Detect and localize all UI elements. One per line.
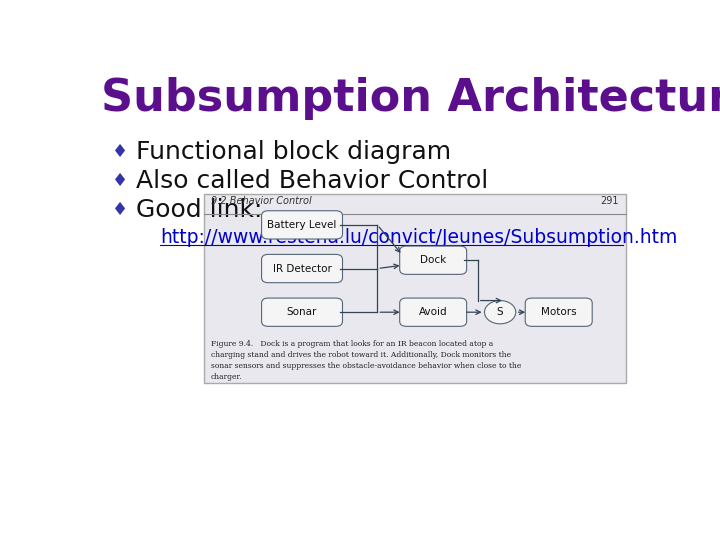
Text: Functional block diagram: Functional block diagram [136, 140, 451, 164]
Text: Battery Level: Battery Level [267, 220, 337, 230]
Text: http://www.restena.lu/convict/Jeunes/Subsumption.htm: http://www.restena.lu/convict/Jeunes/Sub… [160, 228, 677, 247]
FancyBboxPatch shape [526, 298, 592, 326]
FancyBboxPatch shape [204, 194, 626, 383]
Text: 291: 291 [600, 196, 619, 206]
Text: Figure 9.4.   Dock is a program that looks for an IR beacon located atop a
charg: Figure 9.4. Dock is a program that looks… [211, 340, 521, 381]
FancyBboxPatch shape [261, 254, 343, 282]
Text: IR Detector: IR Detector [273, 264, 331, 274]
Text: 9.2 Behavior Control: 9.2 Behavior Control [211, 196, 312, 206]
FancyBboxPatch shape [400, 298, 467, 326]
Text: Good link:: Good link: [136, 198, 262, 222]
Text: ♦: ♦ [112, 172, 128, 190]
Circle shape [485, 301, 516, 324]
Text: ♦: ♦ [112, 201, 128, 219]
Text: Subsumption Architecture diagram: Subsumption Architecture diagram [101, 77, 720, 120]
Text: Motors: Motors [541, 307, 577, 317]
FancyBboxPatch shape [400, 246, 467, 274]
FancyBboxPatch shape [261, 211, 343, 239]
Text: Dock: Dock [420, 255, 446, 265]
Text: S: S [497, 307, 503, 317]
FancyBboxPatch shape [261, 298, 343, 326]
Text: Sonar: Sonar [287, 307, 318, 317]
Text: Also called Behavior Control: Also called Behavior Control [136, 169, 488, 193]
Text: ♦: ♦ [112, 143, 128, 161]
Text: Avoid: Avoid [419, 307, 448, 317]
